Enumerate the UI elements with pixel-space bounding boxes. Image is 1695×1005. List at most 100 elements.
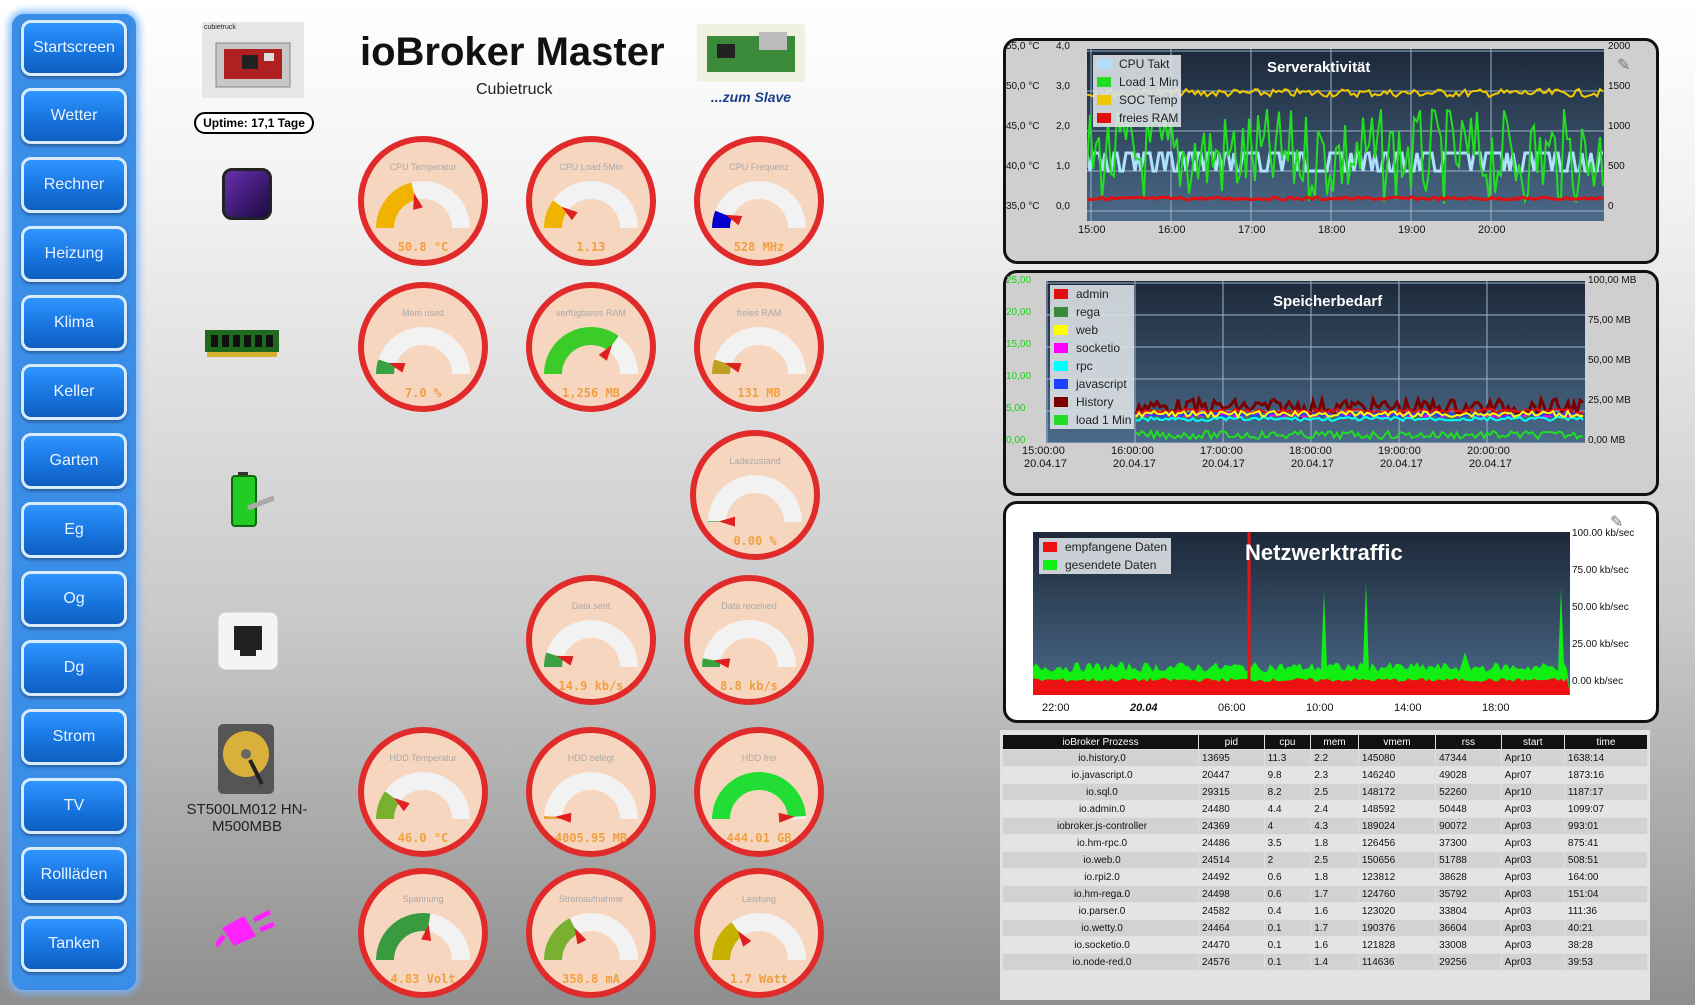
table-cell: io.wetty.0 — [1003, 920, 1199, 936]
table-cell: Apr10 — [1501, 750, 1564, 766]
table-header[interactable]: rss — [1436, 735, 1501, 749]
gauge-charge: Ladezustand 0.00 % — [690, 430, 820, 560]
gauge-track — [712, 327, 806, 375]
gauge-needle — [393, 797, 410, 812]
table-cell: io.sql.0 — [1003, 784, 1199, 800]
gauge-label: Mem used — [401, 308, 445, 318]
table-cell: 0.1 — [1264, 937, 1311, 953]
nav-klima-button[interactable]: Klima — [21, 295, 127, 351]
table-row: iobroker.js-controller 24369 4 4.3 189024 900… — [1003, 818, 1647, 834]
x-tick-label: 16:00:00 — [1111, 445, 1154, 457]
table-row: io.socketio.0 24470 0.1 1.6 121828 33008 Apr03… — [1003, 937, 1647, 953]
process-table: ioBroker Prozess pid cpu mem vmem rss start tim… — [1002, 734, 1648, 971]
table-cell: Apr03 — [1501, 886, 1564, 902]
x-tick-label: 20.04.17 — [1024, 458, 1067, 470]
table-cell: 114636 — [1358, 954, 1436, 970]
table-cell: 126456 — [1358, 835, 1436, 851]
table-cell: 35792 — [1436, 886, 1501, 902]
legend-item: SOC Temp — [1093, 91, 1181, 109]
gauge-needle — [413, 193, 423, 210]
nav-tv-button[interactable]: TV — [21, 778, 127, 834]
gauge-value: 46.0 °C — [397, 831, 449, 845]
nav-strom-button[interactable]: Strom — [21, 709, 127, 765]
nav-og-button[interactable]: Og — [21, 571, 127, 627]
y-tick-label: 5,00 — [1006, 403, 1026, 414]
nav-rolllaeden-button[interactable]: Rollläden — [21, 847, 127, 903]
y-tick-label: 50,00 MB — [1588, 355, 1631, 366]
table-cell: Apr03 — [1501, 903, 1564, 919]
y-tick-label: 2,0 — [1056, 121, 1070, 132]
nav-keller-button[interactable]: Keller — [21, 364, 127, 420]
gauge-label: Stromaufnahme — [558, 894, 624, 904]
gauge-value: 444.01 GB — [726, 831, 792, 845]
edit-pencil-icon[interactable]: ✎ — [1610, 514, 1624, 531]
nav-tanken-button[interactable]: Tanken — [21, 916, 127, 972]
y-tick-label: 1000 — [1608, 121, 1631, 132]
table-cell: 33008 — [1436, 937, 1501, 953]
table-header[interactable]: start — [1501, 735, 1564, 749]
server-activity-panel: Serveraktivität CPU Takt Load 1 Min SOC … — [1003, 38, 1659, 264]
nav-startscreen-button[interactable]: Startscreen — [21, 20, 127, 76]
gauge-value: 50.8 °C — [397, 240, 449, 254]
gauge-fill — [712, 359, 732, 375]
table-cell: 24514 — [1199, 852, 1264, 868]
table-cell: 0.6 — [1264, 869, 1311, 885]
table-header[interactable]: mem — [1311, 735, 1358, 749]
nav-heizung-button[interactable]: Heizung — [21, 226, 127, 282]
table-cell: Apr10 — [1501, 784, 1564, 800]
table-cell: 146240 — [1358, 767, 1436, 783]
table-cell: 1873:16 — [1564, 767, 1647, 783]
nav-eg-button[interactable]: Eg — [21, 502, 127, 558]
nav-rechner-button[interactable]: Rechner — [21, 157, 127, 213]
table-cell: 1638:14 — [1564, 750, 1647, 766]
x-tick-label: 20.04.17 — [1469, 458, 1512, 470]
table-cell: 123812 — [1358, 869, 1436, 885]
table-header[interactable]: vmem — [1358, 735, 1436, 749]
y-tick-label: 1500 — [1608, 81, 1631, 92]
gauge-value: 1.13 — [576, 240, 606, 254]
gauge-avail-ram: verfügbares RAM 1,256 MB — [526, 282, 656, 412]
gauge-data-recv: Data received 8.8 kb/s — [684, 575, 814, 705]
edit-pencil-icon[interactable]: ✎ — [1617, 57, 1631, 74]
nav-garten-button[interactable]: Garten — [21, 433, 127, 489]
table-cell: 24470 — [1199, 937, 1264, 953]
table-row: io.wetty.0 24464 0.1 1.7 190376 36604 Apr03 40:… — [1003, 920, 1647, 936]
network-title: Netzwerktraffic — [1245, 540, 1403, 565]
legend-item: socketio — [1050, 339, 1134, 357]
table-header[interactable]: time — [1564, 735, 1647, 749]
board-icon — [215, 42, 291, 88]
series-sent-area — [1033, 582, 1570, 695]
table-header[interactable]: ioBroker Prozess — [1003, 735, 1199, 749]
nav-dg-button[interactable]: Dg — [21, 640, 127, 696]
table-cell: 8.2 — [1264, 784, 1311, 800]
nav-wetter-button[interactable]: Wetter — [21, 88, 127, 144]
gauge-label: Leistung — [741, 894, 777, 904]
gauge-dial — [376, 327, 470, 375]
gauge-needle — [713, 658, 731, 669]
table-cell: 24486 — [1199, 835, 1264, 851]
gauge-fill — [712, 921, 743, 961]
slave-link[interactable]: ...zum Slave — [697, 24, 805, 105]
legend-item: load 1 Min — [1050, 411, 1134, 429]
table-row: io.sql.0 29315 8.2 2.5 148172 52260 Apr10 1187:… — [1003, 784, 1647, 800]
gauge-needle — [719, 516, 736, 527]
table-cell: 24576 — [1199, 954, 1264, 970]
gauge-needle — [561, 206, 578, 221]
table-cell: 36604 — [1436, 920, 1501, 936]
table-cell: 189024 — [1358, 818, 1436, 834]
y-tick-label: 45,0 °C — [1006, 121, 1040, 132]
table-cell: 124760 — [1358, 886, 1436, 902]
table-header[interactable]: cpu — [1264, 735, 1311, 749]
table-header[interactable]: pid — [1199, 735, 1264, 749]
gauge-value: 131 MB — [737, 386, 781, 400]
y-tick-label: 0.00 kb/sec — [1572, 676, 1624, 687]
table-row: io.javascript.0 20447 9.8 2.3 146240 49028 Apr… — [1003, 767, 1647, 783]
y-tick-label: 50,0 °C — [1006, 81, 1040, 92]
power-plug-icon — [216, 909, 275, 948]
table-cell: Apr03 — [1501, 954, 1564, 970]
gauge-value: 1.7 Watt — [730, 972, 788, 986]
gauge-label: Ladezustand — [729, 456, 781, 466]
series-received-area — [1033, 678, 1570, 695]
x-tick-label: 19:00 — [1398, 224, 1426, 236]
uptime-badge: Uptime: 17,1 Tage — [194, 112, 314, 134]
